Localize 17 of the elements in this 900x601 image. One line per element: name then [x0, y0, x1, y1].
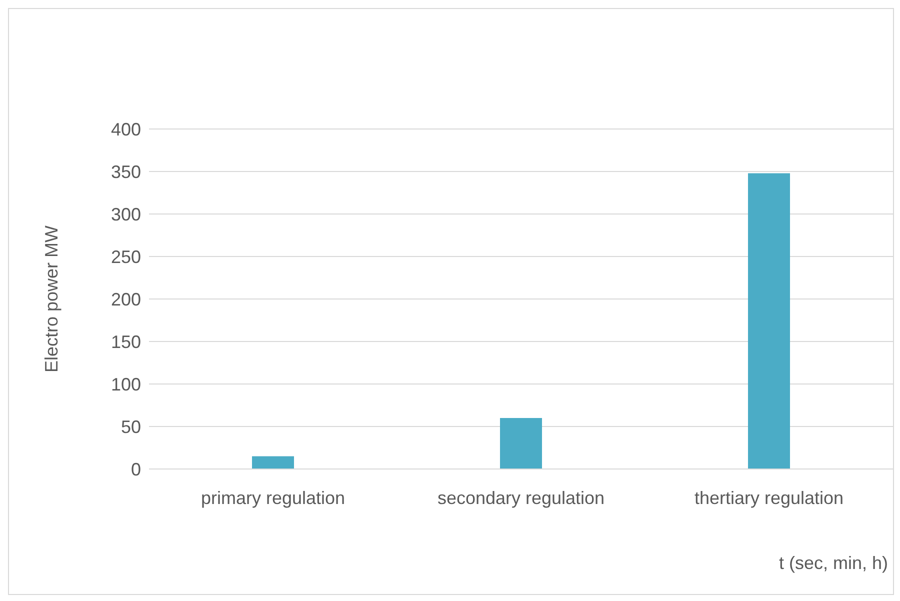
y-tick-label: 350: [110, 162, 141, 182]
x-tick-label: secondary regulation: [437, 488, 605, 508]
bar: [748, 173, 790, 469]
x-tick-label: primary regulation: [200, 488, 346, 508]
y-axis-title: Electro power MW: [41, 225, 62, 373]
y-tick-label: 0: [130, 459, 141, 480]
y-tick-label: 150: [110, 332, 141, 352]
y-tick-label: 100: [110, 374, 141, 394]
y-tick-label: 300: [110, 204, 141, 224]
x-axis-title: t (sec, min, h): [778, 553, 888, 573]
bar: [500, 418, 542, 469]
y-tick-label: 200: [110, 289, 141, 310]
y-tick-label: 400: [110, 119, 141, 140]
bar: [252, 456, 294, 469]
y-tick-label: 250: [110, 246, 141, 267]
y-tick-label: 50: [120, 416, 141, 437]
x-tick-label: thertiary regulation: [694, 488, 844, 508]
